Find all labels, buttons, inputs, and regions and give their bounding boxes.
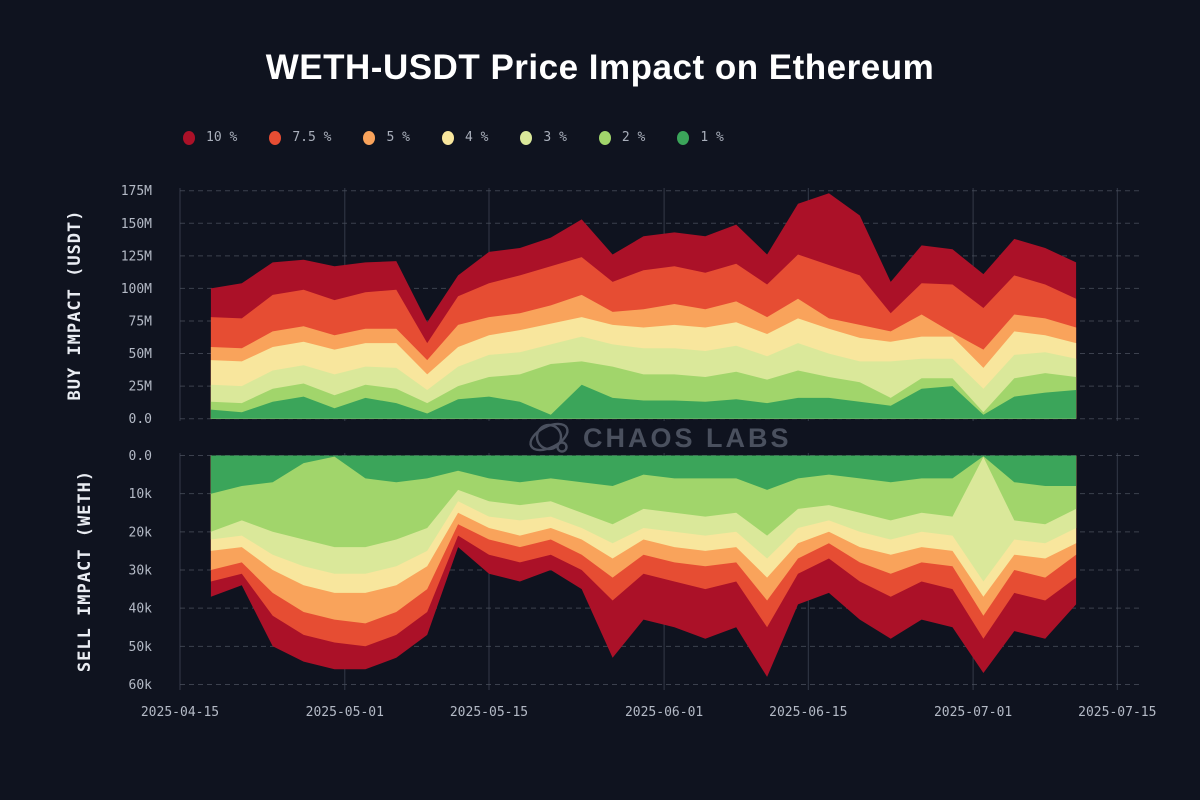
legend-label: 1 % — [700, 130, 724, 145]
x-tick-2025-06-01: 2025-06-01 — [625, 705, 703, 720]
legend-label: 10 % — [206, 130, 238, 145]
tick-labels: 2025-04-15 2025-05-01 2025-05-15 2025-06-01… — [121, 184, 1157, 720]
chaos-labs-watermark: CHAOS LABS — [529, 422, 792, 453]
legend: 10 % 7.5 % 5 % 4 % 3 % 2 % 1 % — [183, 130, 756, 145]
legend-item-4pct: 4 % — [441, 130, 489, 145]
legend-label: 3 % — [543, 130, 567, 145]
sell-ytick-10k: 10k — [129, 487, 153, 502]
legend-swatch-icon — [677, 130, 690, 145]
legend-item-7-5pct: 7.5 % — [269, 130, 331, 145]
sell-ytick-50k: 50k — [129, 640, 153, 655]
legend-swatch-icon — [269, 130, 282, 145]
buy-ytick-150M: 150M — [121, 217, 152, 232]
legend-item-5pct: 5 % — [363, 130, 410, 145]
x-tick-2025-07-01: 2025-07-01 — [934, 705, 1012, 720]
x-tick-2025-07-15: 2025-07-15 — [1078, 705, 1156, 720]
buy-ytick-100M: 100M — [121, 282, 152, 297]
sell-ytick-0.0: 0.0 — [129, 449, 152, 464]
legend-swatch-icon — [598, 130, 611, 145]
legend-label: 2 % — [621, 130, 646, 145]
legend-item-1pct: 1 % — [677, 130, 724, 145]
buy-ytick-25M: 25M — [129, 380, 153, 395]
page-title: WETH-USDT Price Impact on Ethereum — [265, 48, 935, 87]
x-tick-2025-05-01: 2025-05-01 — [306, 705, 384, 720]
legend-label: 5 % — [386, 130, 410, 145]
legend-item-2pct: 2 % — [598, 130, 646, 145]
legend-swatch-icon — [520, 130, 533, 145]
sell-ytick-60k: 60k — [129, 678, 153, 693]
sell-axis-title: SELL IMPACT (WETH) — [75, 470, 95, 672]
buy-area-1% — [210, 384, 1077, 419]
buy-axis-title: BUY IMPACT (USDT) — [65, 210, 85, 401]
legend-swatch-icon — [183, 130, 195, 145]
x-tick-2025-05-15: 2025-05-15 — [450, 705, 528, 720]
sell-area-1% — [210, 455, 1077, 494]
legend-swatch-icon — [363, 130, 376, 145]
legend-swatch-icon — [441, 130, 454, 145]
buy-ytick-125M: 125M — [121, 249, 152, 264]
sell-ytick-40k: 40k — [129, 602, 153, 617]
sell-impact-areas — [210, 455, 1077, 677]
x-tick-2025-04-15: 2025-04-15 — [141, 705, 219, 720]
chaos-labs-logo-icon — [529, 422, 569, 453]
watermark-text: CHAOS LABS — [583, 423, 792, 453]
x-tick-2025-06-15: 2025-06-15 — [769, 705, 847, 720]
legend-item-3pct: 3 % — [520, 130, 567, 145]
legend-item-10pct: 10 % — [183, 130, 237, 145]
sell-ytick-20k: 20k — [129, 525, 153, 540]
buy-ytick-50M: 50M — [129, 347, 153, 362]
sell-ytick-30k: 30k — [129, 564, 153, 579]
buy-impact-areas — [210, 193, 1077, 419]
legend-label: 4 % — [464, 130, 489, 145]
legend-label: 7.5 % — [292, 130, 332, 145]
buy-ytick-0.0: 0.0 — [129, 412, 152, 427]
buy-ytick-75M: 75M — [129, 314, 153, 329]
buy-ytick-175M: 175M — [121, 184, 152, 199]
